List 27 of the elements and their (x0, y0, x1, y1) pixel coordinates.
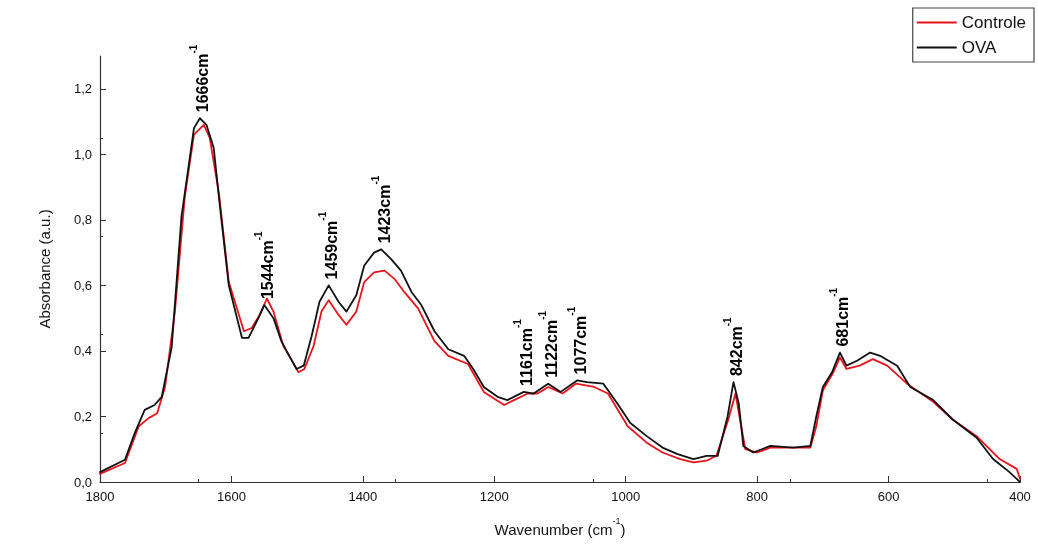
annotation: 1077cm-1 (565, 306, 589, 375)
y-axis-title: Absorbance (a.u.) (36, 209, 53, 329)
x-tick-label: 1400 (348, 489, 378, 504)
y-tick-label: 0,4 (73, 343, 92, 359)
annotation: 1423cm-1 (369, 175, 393, 244)
y-tick-label: 1,0 (73, 146, 92, 162)
annotation: 1122cm-1 (536, 310, 560, 378)
annotation: 1666cm-1 (188, 44, 212, 113)
legend-label: Controle (961, 13, 1027, 32)
y-tick-label: 0,6 (73, 277, 92, 293)
annotation: 1459cm-1 (317, 211, 341, 280)
x-tick-label: 400 (1009, 489, 1031, 504)
legend-label: OVA (961, 38, 998, 57)
x-tick-label: 1800 (85, 489, 115, 504)
y-tick-label: 0,2 (73, 408, 92, 424)
annotation: 1161cm-1 (512, 318, 536, 386)
annotation: 842cm-1 (721, 316, 745, 377)
x-tick-label: 600 (877, 489, 900, 504)
y-tick-label: 0,8 (73, 212, 92, 228)
annotation: 681cm-1 (828, 287, 852, 347)
x-tick-label: 1000 (611, 489, 641, 504)
x-tick-label: 1600 (216, 489, 246, 504)
x-tick-label: 1200 (479, 489, 509, 504)
y-tick-label: 0,0 (73, 474, 92, 490)
x-tick-label: 800 (746, 489, 768, 504)
y-tick-label: 1,2 (73, 81, 92, 97)
annotation: 1544cm-1 (252, 231, 276, 300)
